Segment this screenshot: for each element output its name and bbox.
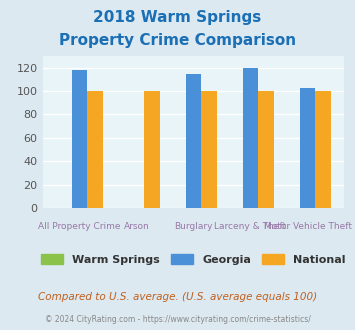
Text: All Property Crime: All Property Crime [38, 221, 121, 231]
Bar [72, 70, 87, 208]
Text: Larceny & Theft: Larceny & Theft [214, 221, 286, 231]
Bar [300, 88, 315, 208]
Bar [144, 91, 159, 208]
Bar [201, 91, 217, 208]
Bar [258, 91, 274, 208]
Text: Motor Vehicle Theft: Motor Vehicle Theft [263, 221, 351, 231]
Bar [186, 74, 201, 208]
Text: Arson: Arson [124, 221, 149, 231]
Text: Property Crime Comparison: Property Crime Comparison [59, 33, 296, 48]
Bar [87, 91, 103, 208]
Bar [315, 91, 331, 208]
Text: © 2024 CityRating.com - https://www.cityrating.com/crime-statistics/: © 2024 CityRating.com - https://www.city… [45, 315, 310, 324]
Text: 2018 Warm Springs: 2018 Warm Springs [93, 10, 262, 25]
Text: Burglary: Burglary [174, 221, 213, 231]
Text: Compared to U.S. average. (U.S. average equals 100): Compared to U.S. average. (U.S. average … [38, 292, 317, 302]
Legend: Warm Springs, Georgia, National: Warm Springs, Georgia, National [37, 249, 350, 269]
Bar [243, 68, 258, 208]
